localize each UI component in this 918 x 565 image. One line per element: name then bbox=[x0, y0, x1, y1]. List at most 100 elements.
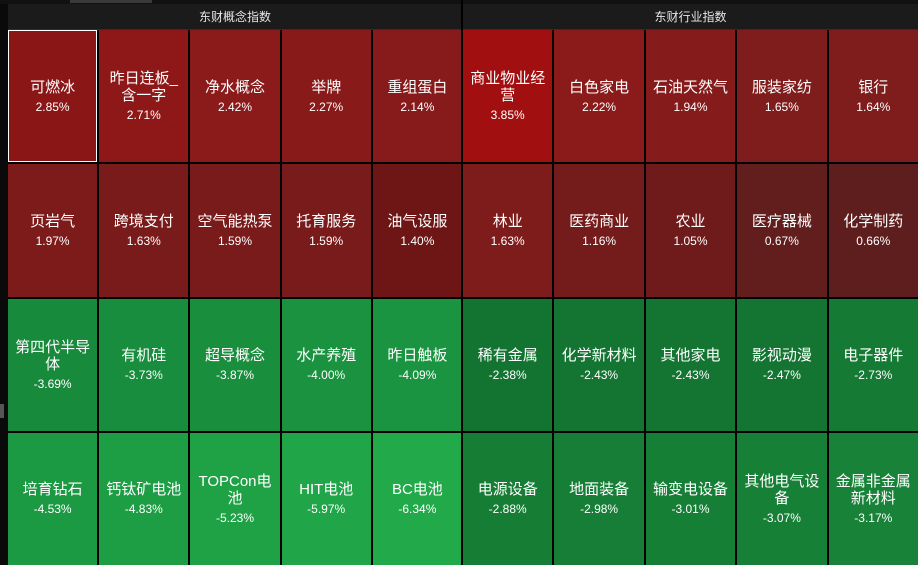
heatmap-tile[interactable]: 其他家电 -2.43% bbox=[645, 298, 736, 431]
tile-name: HIT电池 bbox=[299, 481, 354, 499]
heatmap-tile[interactable]: 昨日连板_含一字 2.71% bbox=[99, 30, 189, 163]
tile-change-percent: -5.23% bbox=[215, 510, 254, 525]
tile-change-percent: -4.09% bbox=[398, 368, 437, 383]
heatmap-tile[interactable]: 可燃冰 2.85% bbox=[8, 30, 98, 163]
tile-name: 林业 bbox=[492, 212, 523, 230]
heatmap-tile[interactable]: 有机硅 -3.73% bbox=[99, 298, 189, 431]
heatmap-tile[interactable]: 石油天然气 1.94% bbox=[645, 30, 736, 163]
tile-name: 化学新材料 bbox=[561, 347, 637, 365]
tile-name: 有机硅 bbox=[121, 347, 167, 365]
tile-name: 化学制药 bbox=[843, 212, 904, 230]
heatmap-tile[interactable]: 银行 1.64% bbox=[828, 30, 918, 163]
heatmap-tile[interactable]: 林业 1.63% bbox=[463, 164, 553, 297]
heatmap-tile[interactable]: 水产养殖 -4.00% bbox=[281, 298, 371, 431]
tile-change-percent: -3.07% bbox=[762, 510, 801, 525]
tile-name: 输变电设备 bbox=[652, 481, 728, 499]
heatmap-tile[interactable]: 重组蛋白 2.14% bbox=[372, 30, 462, 163]
industry-index-panel: 东财行业指数 商业物业经营 3.85% 白色家电 2.22% 石油天然气 1.94% 服装家… bbox=[463, 4, 918, 565]
tile-change-percent: -2.88% bbox=[488, 502, 527, 517]
heatmap-tile[interactable]: 超导概念 -3.87% bbox=[190, 298, 280, 431]
tile-name: 影视动漫 bbox=[751, 347, 812, 365]
scroll-handle[interactable] bbox=[0, 404, 4, 418]
tile-name: 医疗器械 bbox=[751, 212, 812, 230]
tile-name: 举牌 bbox=[311, 78, 342, 96]
heatmap-tile[interactable]: 第四代半导体 -3.69% bbox=[8, 298, 98, 431]
tile-change-percent: -2.73% bbox=[854, 368, 893, 383]
heatmap-tile[interactable]: 钙钛矿电池 -4.83% bbox=[99, 432, 189, 565]
heatmap-tile[interactable]: 电源设备 -2.88% bbox=[463, 432, 553, 565]
tile-name: 稀有金属 bbox=[477, 347, 538, 365]
tile-name: 农业 bbox=[675, 212, 706, 230]
tile-change-percent: 1.40% bbox=[400, 233, 435, 248]
heatmap-tile[interactable]: 举牌 2.27% bbox=[281, 30, 371, 163]
heatmap-tile[interactable]: 影视动漫 -2.47% bbox=[737, 298, 827, 431]
tile-name: 电源设备 bbox=[477, 481, 538, 499]
tile-change-percent: 1.59% bbox=[309, 233, 344, 248]
tile-name: 地面装备 bbox=[569, 481, 630, 499]
tile-name: 商业物业经营 bbox=[470, 70, 546, 105]
left-edge-scroll[interactable] bbox=[0, 4, 8, 565]
tile-name: 水产养殖 bbox=[296, 347, 357, 365]
heatmap-tile[interactable]: 其他电气设备 -3.07% bbox=[737, 432, 827, 565]
tile-change-percent: 2.22% bbox=[582, 99, 617, 114]
heatmap-tile[interactable]: 化学新材料 -2.43% bbox=[554, 298, 644, 431]
heatmap-tile[interactable]: 净水概念 2.42% bbox=[190, 30, 280, 163]
tile-change-percent: 2.14% bbox=[400, 99, 435, 114]
heatmap-tile[interactable]: 跨境支付 1.63% bbox=[99, 164, 189, 297]
tile-name: 托育服务 bbox=[296, 212, 357, 230]
heatmap-tile[interactable]: 页岩气 1.97% bbox=[8, 164, 98, 297]
heatmap-tile[interactable]: HIT电池 -5.97% bbox=[281, 432, 371, 565]
heatmap-tile[interactable]: 电子器件 -2.73% bbox=[828, 298, 918, 431]
heatmap-tile[interactable]: TOPCon电池 -5.23% bbox=[190, 432, 280, 565]
heatmap-tile[interactable]: 培育钻石 -4.53% bbox=[8, 432, 98, 565]
tile-change-percent: 1.16% bbox=[582, 233, 617, 248]
tile-name: 超导概念 bbox=[204, 347, 265, 365]
heatmap-tile[interactable]: 托育服务 1.59% bbox=[281, 164, 371, 297]
tile-name: 培育钻石 bbox=[22, 481, 83, 499]
heatmap-tile[interactable]: 输变电设备 -3.01% bbox=[645, 432, 736, 565]
heatmap-tile[interactable]: 农业 1.05% bbox=[645, 164, 736, 297]
tile-change-percent: -2.43% bbox=[671, 368, 710, 383]
tile-change-percent: 2.27% bbox=[309, 99, 344, 114]
heatmap-tile[interactable]: 昨日触板 -4.09% bbox=[372, 298, 462, 431]
tile-change-percent: 1.05% bbox=[673, 233, 708, 248]
tile-change-percent: -3.87% bbox=[215, 368, 254, 383]
tile-change-percent: -2.98% bbox=[580, 502, 619, 517]
heatmap-tile[interactable]: 金属非金属新材料 -3.17% bbox=[828, 432, 918, 565]
heatmap-tile[interactable]: 医疗器械 0.67% bbox=[737, 164, 827, 297]
heatmap-tile[interactable]: 油气设服 1.40% bbox=[372, 164, 462, 297]
heatmap-tile[interactable]: 白色家电 2.22% bbox=[554, 30, 644, 163]
concept-panel-title: 东财概念指数 bbox=[8, 4, 462, 30]
tile-change-percent: -4.53% bbox=[33, 502, 72, 517]
tile-change-percent: 2.42% bbox=[217, 99, 252, 114]
heatmap-tile[interactable]: 地面装备 -2.98% bbox=[554, 432, 644, 565]
tile-name: 电子器件 bbox=[843, 347, 904, 365]
tile-name: 重组蛋白 bbox=[387, 78, 448, 96]
heatmap-tile[interactable]: BC电池 -6.34% bbox=[372, 432, 462, 565]
tile-change-percent: 2.85% bbox=[35, 99, 70, 114]
heatmap-tile[interactable]: 化学制药 0.66% bbox=[828, 164, 918, 297]
tile-change-percent: 1.94% bbox=[673, 99, 708, 114]
concept-index-panel: 东财概念指数 可燃冰 2.85% 昨日连板_含一字 2.71% 净水概念 2.42% 举牌 2… bbox=[8, 4, 462, 565]
tile-name: 空气能热泵 bbox=[197, 212, 273, 230]
tile-change-percent: 1.63% bbox=[490, 233, 525, 248]
tile-change-percent: -5.97% bbox=[307, 502, 346, 517]
heatmap-tile[interactable]: 服装家纺 1.65% bbox=[737, 30, 827, 163]
panel-divider bbox=[461, 0, 463, 565]
tile-name: 第四代半导体 bbox=[15, 338, 91, 373]
tile-change-percent: -3.73% bbox=[124, 368, 163, 383]
tile-name: 昨日触板 bbox=[387, 347, 448, 365]
tile-change-percent: -3.69% bbox=[33, 376, 72, 391]
tile-name: TOPCon电池 bbox=[198, 472, 272, 507]
tile-change-percent: -2.43% bbox=[580, 368, 619, 383]
tile-change-percent: -4.00% bbox=[307, 368, 346, 383]
tile-name: 油气设服 bbox=[387, 212, 448, 230]
tile-name: 服装家纺 bbox=[751, 78, 812, 96]
tile-name: 银行 bbox=[858, 78, 889, 96]
heatmap-tile[interactable]: 空气能热泵 1.59% bbox=[190, 164, 280, 297]
heatmap-tile[interactable]: 商业物业经营 3.85% bbox=[463, 30, 553, 163]
heatmap-tile[interactable]: 医药商业 1.16% bbox=[554, 164, 644, 297]
heatmap-tile[interactable]: 稀有金属 -2.38% bbox=[463, 298, 553, 431]
tile-name: 其他电气设备 bbox=[744, 472, 820, 507]
tile-change-percent: -4.83% bbox=[124, 502, 163, 517]
